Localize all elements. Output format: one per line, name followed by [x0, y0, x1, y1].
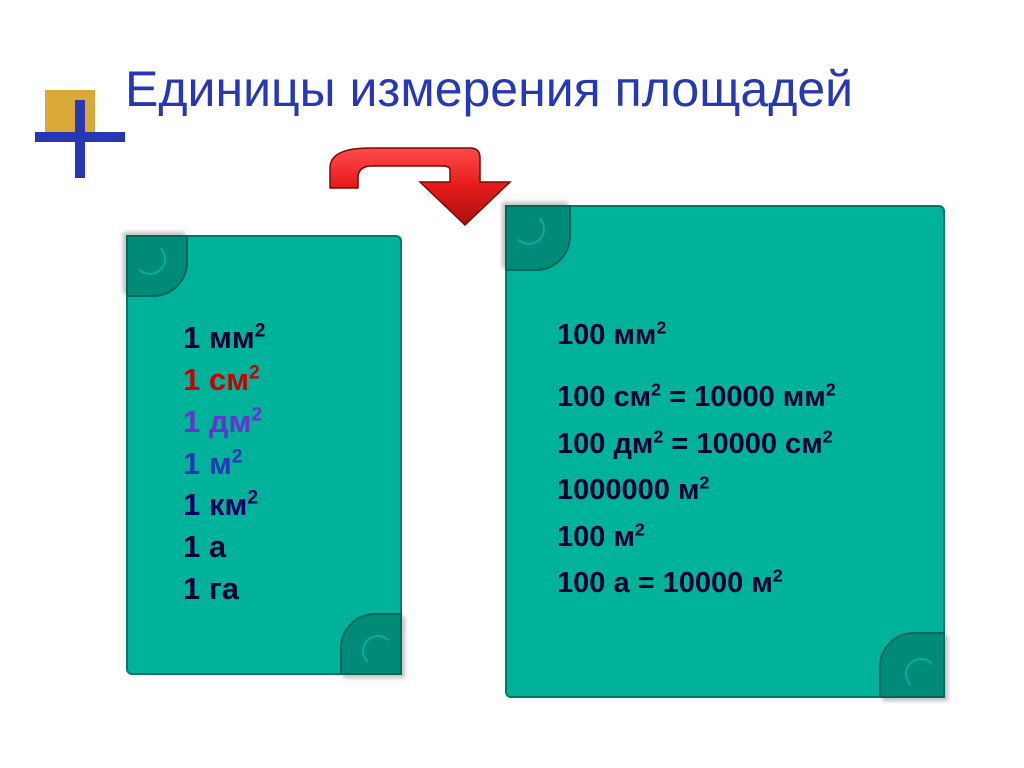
scroll-curl-icon — [879, 632, 945, 698]
conversion-item: 100 а = 10000 м2 — [557, 560, 836, 606]
unit-item: 1 мм2 — [183, 317, 265, 359]
conversion-item: 100 см2 = 10000 мм2 — [557, 374, 836, 420]
conversions-scroll: 100 мм2 100 см2 = 10000 мм2100 дм2 = 1000… — [505, 205, 945, 698]
unit-item: 1 км2 — [183, 484, 265, 526]
unit-item: 1 га — [183, 568, 265, 610]
units-list: 1 мм21 см21 дм21 м21 км21 а1 га — [183, 317, 265, 610]
scroll-curl-icon — [340, 613, 402, 675]
scroll-curl-icon — [126, 235, 188, 297]
conversion-item: 1000000 м2 — [557, 467, 836, 513]
conversion-item: 100 м2 — [557, 514, 836, 560]
conversion-item: 100 мм2 — [557, 312, 836, 358]
scroll-curl-icon — [505, 205, 571, 271]
unit-item: 1 дм2 — [183, 401, 265, 443]
page-title: Единицы измерения площадей — [125, 60, 853, 118]
units-scroll: 1 мм21 см21 дм21 м21 км21 а1 га — [126, 235, 402, 675]
bullet-vertical-bar — [75, 100, 85, 178]
arrow-down-icon — [310, 140, 530, 230]
conversions-list: 100 мм2 100 см2 = 10000 мм2100 дм2 = 1000… — [557, 312, 836, 606]
unit-item: 1 а — [183, 526, 265, 568]
unit-item: 1 см2 — [183, 359, 265, 401]
conversion-item: 100 дм2 = 10000 см2 — [557, 421, 836, 467]
unit-item: 1 м2 — [183, 443, 265, 485]
bullet-graphic — [35, 90, 125, 180]
